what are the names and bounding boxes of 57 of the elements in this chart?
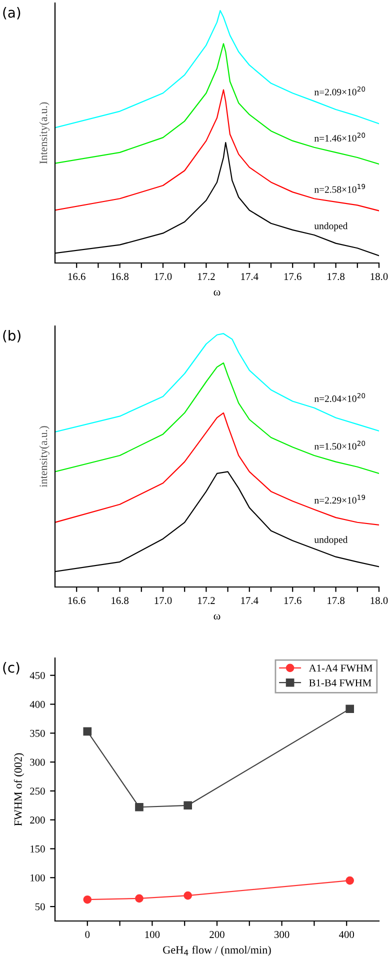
point — [184, 801, 192, 810]
x-tick-label: 17.2 — [198, 597, 215, 604]
legend-label: A1-A4 FWHM — [308, 664, 372, 672]
series-label: n=2.58×10$^{19}$ — [314, 184, 366, 193]
x-tick-label: 17.6 — [284, 273, 302, 280]
y-tick-label: 100 — [30, 874, 45, 882]
point — [83, 727, 92, 736]
y-tick-label: 300 — [30, 758, 45, 766]
y-tick-label: 350 — [30, 730, 45, 737]
x-tick-label: 400 — [338, 931, 354, 938]
series-label: n=1.46×10$^{20}$ — [314, 132, 366, 142]
text: (a) — [3, 7, 20, 20]
series-label: n=2.09×10$^{20}$ — [314, 86, 366, 96]
text: (c) — [3, 662, 20, 674]
text: (b) — [3, 330, 20, 342]
y-axis-title: FWHM of (002) — [14, 753, 24, 826]
series-label: n=2.04×10$^{20}$ — [314, 393, 366, 402]
series-label: n=1.50×10$^{20}$ — [314, 440, 366, 450]
x-tick-label: 18.0 — [370, 273, 388, 280]
x-axis-title: ω — [214, 290, 220, 296]
series-label: undoped — [314, 222, 348, 232]
point — [135, 894, 144, 903]
legend-label: B1-B4 FWHM — [309, 679, 372, 686]
y-tick-label: 200 — [30, 816, 45, 824]
x-tick-label: 300 — [274, 931, 290, 938]
x-tick-label: 0 — [85, 931, 90, 938]
y-tick-label: 250 — [30, 788, 45, 795]
point — [184, 891, 192, 900]
x-tick-label: 17.4 — [241, 597, 258, 604]
series-label: n=2.29×10$^{19}$ — [314, 494, 366, 504]
y-axis-title: Intensity(a.u.) — [39, 102, 50, 164]
x-tick-label: 200 — [210, 931, 224, 938]
x-tick-label: 16.6 — [68, 273, 86, 280]
x-tick-label: 16.6 — [68, 597, 86, 604]
x-tick-label: 17.0 — [154, 597, 172, 604]
point — [83, 895, 92, 904]
y-tick-label: 50 — [35, 903, 45, 910]
x-tick-label: 18.0 — [370, 597, 388, 604]
y-tick-label: 150 — [30, 845, 45, 852]
series-label: undoped — [314, 536, 348, 545]
point — [135, 802, 144, 812]
x-tick-label: 17.8 — [328, 273, 345, 280]
y-tick-label: 450 — [30, 672, 45, 680]
x-tick-label: 16.8 — [112, 273, 129, 280]
y-tick-label: 400 — [30, 700, 45, 708]
x-tick-label: 100 — [145, 931, 160, 938]
x-axis-title: ω — [214, 614, 220, 620]
x-tick-label: 17.4 — [241, 273, 258, 280]
x-axis-title: GeH$_{4}$ flow / (nmol/min) — [163, 946, 271, 956]
x-tick-label: 17.8 — [328, 597, 345, 604]
x-tick-label: 17.6 — [284, 597, 302, 604]
point — [346, 704, 354, 714]
x-tick-label: 16.8 — [112, 597, 129, 604]
x-tick-label: 17.2 — [198, 273, 215, 280]
point — [346, 876, 354, 885]
x-tick-label: 17.0 — [154, 273, 172, 280]
y-axis-title: intensity(a.u.) — [39, 426, 50, 488]
